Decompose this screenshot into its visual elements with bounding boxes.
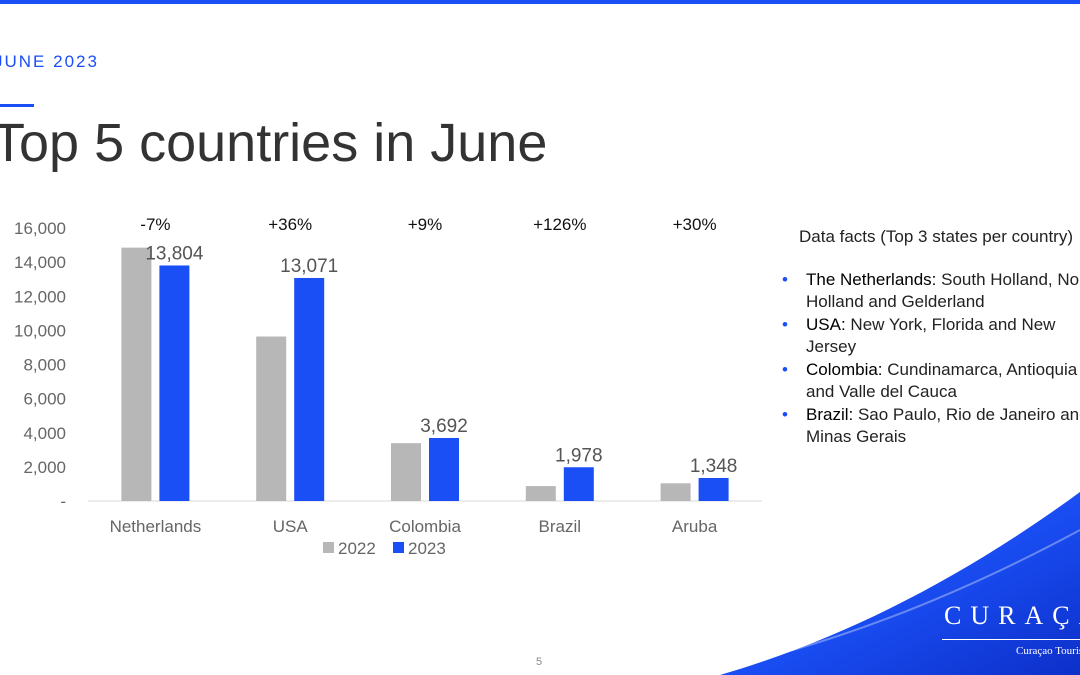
bar-2022: [391, 443, 421, 501]
y-tick-label: 8,000: [23, 356, 66, 375]
data-label-2023: 3,692: [420, 416, 468, 437]
y-tick-label: 2,000: [23, 458, 66, 477]
growth-label: -7%: [140, 215, 170, 234]
fact-label: The Netherlands:: [806, 269, 937, 289]
fact-text: New York, Florida and New Jersey: [806, 314, 1056, 357]
top-accent-bar: [0, 0, 1080, 4]
fact-label: USA:: [806, 314, 846, 334]
title-accent-line: [0, 104, 34, 107]
x-category-label: Brazil: [539, 517, 582, 536]
data-facts-panel: Data facts (Top 3 states per country) Th…: [780, 226, 1080, 449]
fact-label: Colombia:: [806, 359, 883, 379]
bar-2023: [563, 467, 594, 501]
y-tick-label: 12,000: [14, 287, 66, 306]
bar-2022: [525, 486, 556, 501]
bar-chart: - 2,000 4,000 6,000 8,000 10,000 12,000 14,000 1…: [14, 215, 762, 558]
bar-2023: [294, 277, 325, 501]
data-label-2023: 1,978: [555, 445, 603, 466]
fact-text: Sao Paulo, Rio de Janeiro and Minas Gera…: [806, 404, 1080, 447]
fact-item-colombia: Colombia: Cundinamarca, Antioquia and Va…: [780, 359, 1080, 404]
growth-label: +9%: [408, 215, 443, 234]
bar-2022: [256, 336, 287, 501]
y-tick-label: 4,000: [23, 424, 66, 443]
bar-2022: [660, 483, 691, 501]
growth-label: +30%: [673, 215, 717, 234]
x-category-label: Netherlands: [110, 517, 202, 536]
eyebrow-date: JUNE 2023: [0, 52, 99, 71]
legend-swatch-2022: [323, 542, 334, 553]
data-facts-heading: Data facts (Top 3 states per country): [799, 227, 1074, 246]
logo-subtitle: Curaçao Tourist Board: [1016, 645, 1080, 657]
legend-swatch-2023: [393, 542, 404, 553]
fact-text: South Holland, North Holland and Gelderl…: [806, 269, 1080, 312]
y-tick-label: 6,000: [23, 390, 66, 409]
fact-label: Brazil:: [806, 404, 854, 424]
bar-2022: [121, 247, 152, 501]
page-number: 5: [536, 656, 543, 668]
fact-text: Cundinamarca, Antioquia and Valle del Ca…: [806, 359, 1078, 402]
y-tick-label: 16,000: [14, 219, 66, 238]
page-title: Top 5 countries in June: [0, 113, 548, 173]
bar-2023: [159, 265, 190, 501]
x-category-label: Colombia: [389, 517, 461, 536]
growth-label: +36%: [268, 215, 312, 234]
y-tick-label: 14,000: [14, 253, 66, 272]
logo-divider: [942, 639, 1080, 640]
data-facts-list: The Netherlands: South Holland, North Ho…: [780, 269, 1080, 449]
y-tick-label: 10,000: [14, 321, 66, 340]
growth-label: +126%: [533, 215, 586, 234]
fact-item-usa: USA: New York, Florida and New Jersey: [780, 314, 1080, 359]
bar-2023: [429, 438, 459, 501]
logo-wordmark: CURAÇAO: [944, 601, 1080, 630]
fact-item-netherlands: The Netherlands: South Holland, North Ho…: [780, 269, 1080, 314]
data-label-2023: 1,348: [690, 456, 738, 477]
legend-label-2022: 2022: [338, 539, 376, 558]
fact-item-brazil: Brazil: Sao Paulo, Rio de Janeiro and Mi…: [780, 404, 1080, 449]
bar-2023: [698, 477, 729, 501]
y-tick-label: -: [60, 492, 66, 511]
data-label-2023: 13,804: [145, 243, 204, 264]
data-label-2023: 13,071: [280, 256, 338, 277]
x-category-label: Aruba: [672, 517, 718, 536]
x-category-label: USA: [273, 517, 309, 536]
legend-label-2023: 2023: [408, 539, 446, 558]
